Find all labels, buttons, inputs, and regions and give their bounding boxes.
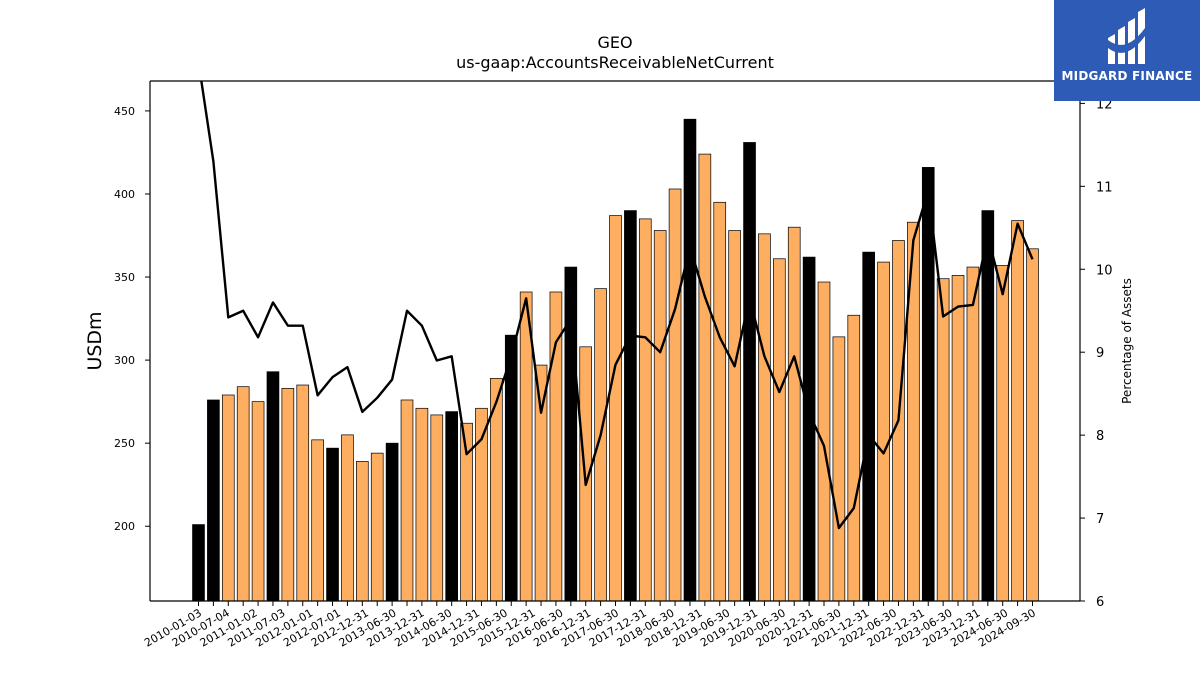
bar <box>832 336 846 602</box>
y-axis-label: USDm <box>84 311 106 370</box>
bar <box>668 188 682 602</box>
y2-tick-label: 6 <box>1096 595 1104 610</box>
y-tick-label: 300 <box>114 354 135 367</box>
bar <box>192 524 205 602</box>
x-ticks-group: 2010-01-032010-07-042011-01-022011-07-03… <box>142 601 1038 650</box>
bar <box>221 394 235 602</box>
bar <box>728 230 741 602</box>
y-tick-label: 450 <box>114 105 135 118</box>
bar <box>251 401 265 602</box>
bar <box>370 452 384 602</box>
bar <box>713 201 727 602</box>
bar <box>385 442 399 602</box>
y2-axis-label: Percentage of Assets <box>1120 278 1134 404</box>
bar <box>207 399 220 602</box>
bar <box>356 461 369 602</box>
bar <box>683 118 697 602</box>
bar <box>534 364 548 602</box>
bar <box>802 256 816 602</box>
bar <box>594 288 607 602</box>
bar <box>564 266 578 602</box>
percentage-line <box>200 81 1034 530</box>
bar <box>773 258 786 602</box>
bar <box>311 439 324 602</box>
bar <box>609 215 622 602</box>
bar <box>341 434 354 602</box>
bar <box>743 142 756 602</box>
bar <box>430 414 444 602</box>
bar <box>415 407 429 602</box>
bar <box>758 233 771 602</box>
bar <box>400 399 414 602</box>
bar <box>936 278 950 602</box>
y-tick-label: 250 <box>114 437 135 450</box>
bar <box>817 281 831 602</box>
y2-tick-label: 9 <box>1096 346 1104 361</box>
y-tick-label: 350 <box>114 271 135 284</box>
logo-text: MIDGARD FINANCE <box>1061 69 1193 83</box>
bar <box>1026 248 1039 602</box>
bar <box>653 230 667 602</box>
bar <box>877 261 890 602</box>
logo: MIDGARD FINANCE <box>1054 0 1200 101</box>
right-ticks-group: 6 7 8 9 10 11 12 <box>1080 97 1113 610</box>
bar <box>862 251 875 602</box>
bar <box>847 314 861 602</box>
line-group <box>200 81 1034 530</box>
bar <box>638 218 652 602</box>
chart-title: GEO <box>597 33 632 52</box>
bar <box>951 275 965 602</box>
y2-tick-label: 7 <box>1096 512 1104 527</box>
y2-tick-label: 10 <box>1096 263 1113 278</box>
left-ticks-group: 200 250 300 350 400 450 <box>114 105 150 533</box>
bar <box>698 153 712 602</box>
midgard-logo-icon <box>1108 8 1145 64</box>
chart-subtitle: us-gaap:AccountsReceivableNetCurrent <box>456 53 774 72</box>
bar <box>326 447 339 602</box>
y-tick-label: 200 <box>114 520 135 533</box>
bar <box>787 226 801 602</box>
bar <box>549 291 563 602</box>
y-tick-label: 400 <box>114 188 135 201</box>
bar <box>445 411 458 602</box>
bars-group <box>192 118 1039 602</box>
bar <box>996 265 1010 602</box>
y2-tick-label: 11 <box>1096 180 1113 195</box>
bar <box>296 384 310 602</box>
bar <box>281 387 295 602</box>
bar <box>966 266 980 602</box>
bar <box>1011 220 1024 602</box>
bar <box>266 371 280 602</box>
bar <box>236 386 250 602</box>
bar <box>981 210 995 602</box>
y2-tick-label: 8 <box>1096 429 1104 444</box>
y2-tick-label: 12 <box>1096 97 1113 112</box>
bar <box>504 334 518 602</box>
bar <box>624 210 637 602</box>
